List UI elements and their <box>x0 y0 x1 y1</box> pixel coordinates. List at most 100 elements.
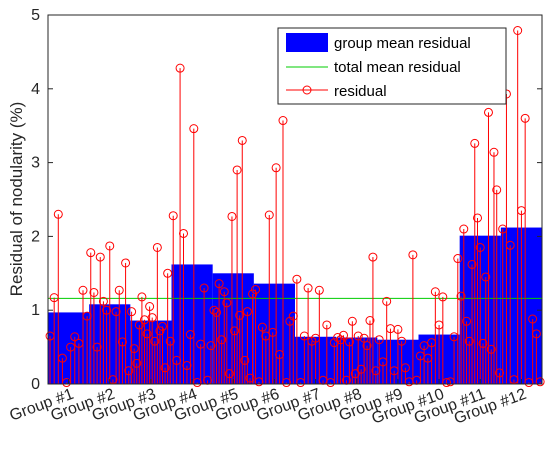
residual-marker <box>105 241 115 251</box>
residual-marker <box>209 305 219 315</box>
residual-stem <box>175 63 185 384</box>
legend-swatch-marker <box>302 85 312 95</box>
residual-stem <box>336 335 346 384</box>
residual-marker <box>124 366 134 376</box>
residual-marker <box>199 283 209 293</box>
residual-marker <box>57 353 67 363</box>
residual-stem <box>292 274 302 384</box>
residual-stem <box>475 242 485 384</box>
residual-marker <box>333 333 343 343</box>
residual-stem <box>350 369 360 384</box>
residual-marker <box>303 283 313 293</box>
residual-stem <box>303 283 313 384</box>
residual-stem <box>251 285 261 384</box>
residual-marker <box>237 135 247 145</box>
residual-stem <box>212 307 222 384</box>
residual-marker <box>147 313 157 323</box>
y-tick-label: 3 <box>31 155 40 172</box>
residual-marker <box>478 338 488 348</box>
residual-stem <box>494 368 504 384</box>
residual-marker <box>257 322 267 332</box>
residual-stem <box>322 320 332 384</box>
residual-stem <box>219 287 229 384</box>
residual-stem <box>172 355 182 384</box>
residual-stem <box>95 252 105 384</box>
residual-marker <box>292 274 302 284</box>
residual-stem <box>157 321 167 384</box>
residual-stem <box>230 326 240 384</box>
residual-marker <box>251 285 261 295</box>
y-axis-label: Residual of nodularity (%) <box>7 102 26 297</box>
residual-marker <box>92 342 102 352</box>
residual-stem <box>257 322 267 384</box>
residual-stem <box>438 292 448 384</box>
residual-marker <box>520 113 530 123</box>
residual-stem <box>356 364 366 384</box>
residual-stem <box>481 272 491 384</box>
residual-stem <box>240 355 250 384</box>
residual-stem <box>242 307 252 384</box>
residual-stem <box>248 289 258 384</box>
residual-marker <box>53 209 63 219</box>
residual-marker <box>192 378 202 388</box>
residual-marker <box>438 292 448 302</box>
residual-stem <box>368 252 378 384</box>
residual-marker <box>172 355 182 365</box>
residual-stem <box>121 258 131 384</box>
residual-marker <box>261 331 271 341</box>
residual-stem <box>456 291 466 384</box>
residual-marker <box>163 268 173 278</box>
residual-stem <box>470 138 480 384</box>
bar-1 <box>48 312 90 384</box>
legend: group mean residual total mean residual … <box>277 27 507 105</box>
y-tick-label: 4 <box>31 81 40 98</box>
residual-marker <box>281 378 291 388</box>
residual-marker <box>150 336 160 346</box>
y-axis: 0 1 2 3 4 5 <box>31 7 542 393</box>
residual-marker <box>475 242 485 252</box>
residual-marker <box>347 316 357 326</box>
residual-stem <box>453 254 463 384</box>
residual-marker <box>175 63 185 73</box>
residual-stem <box>150 336 160 384</box>
residual-stem <box>531 329 541 384</box>
residual-stem <box>264 210 274 384</box>
residual-stem <box>57 353 67 384</box>
residual-stem <box>147 313 157 384</box>
residual-stem <box>513 25 523 384</box>
residual-marker <box>397 336 407 346</box>
residual-marker <box>227 211 237 221</box>
residual-stem <box>271 163 281 384</box>
residual-marker <box>254 377 264 387</box>
residual-marker <box>382 296 392 306</box>
residual-marker <box>462 316 472 326</box>
residual-marker <box>371 366 381 376</box>
residual-marker <box>362 341 372 351</box>
residual-stem <box>314 285 324 384</box>
residual-marker <box>89 287 99 297</box>
residual-stem <box>365 316 375 384</box>
residual-marker <box>322 320 332 330</box>
residual-marker <box>264 210 274 220</box>
residual-marker <box>408 250 418 260</box>
residual-marker <box>489 147 499 157</box>
residual-marker <box>535 377 545 387</box>
residual-stem <box>132 358 142 384</box>
residual-stem <box>235 310 245 384</box>
residual-marker <box>127 307 137 317</box>
residual-marker <box>114 285 124 295</box>
residual-stem <box>261 331 271 384</box>
residual-marker <box>513 25 523 35</box>
residual-stem <box>114 285 124 384</box>
residual-marker <box>393 324 403 334</box>
residual-stem <box>102 305 112 384</box>
residual-marker <box>344 337 354 347</box>
residual-marker <box>142 329 152 339</box>
legend-swatch-bar <box>286 33 328 52</box>
residual-stem <box>185 330 195 384</box>
residual-marker <box>481 272 491 282</box>
residual-stem <box>214 279 224 384</box>
residual-marker <box>350 369 360 379</box>
